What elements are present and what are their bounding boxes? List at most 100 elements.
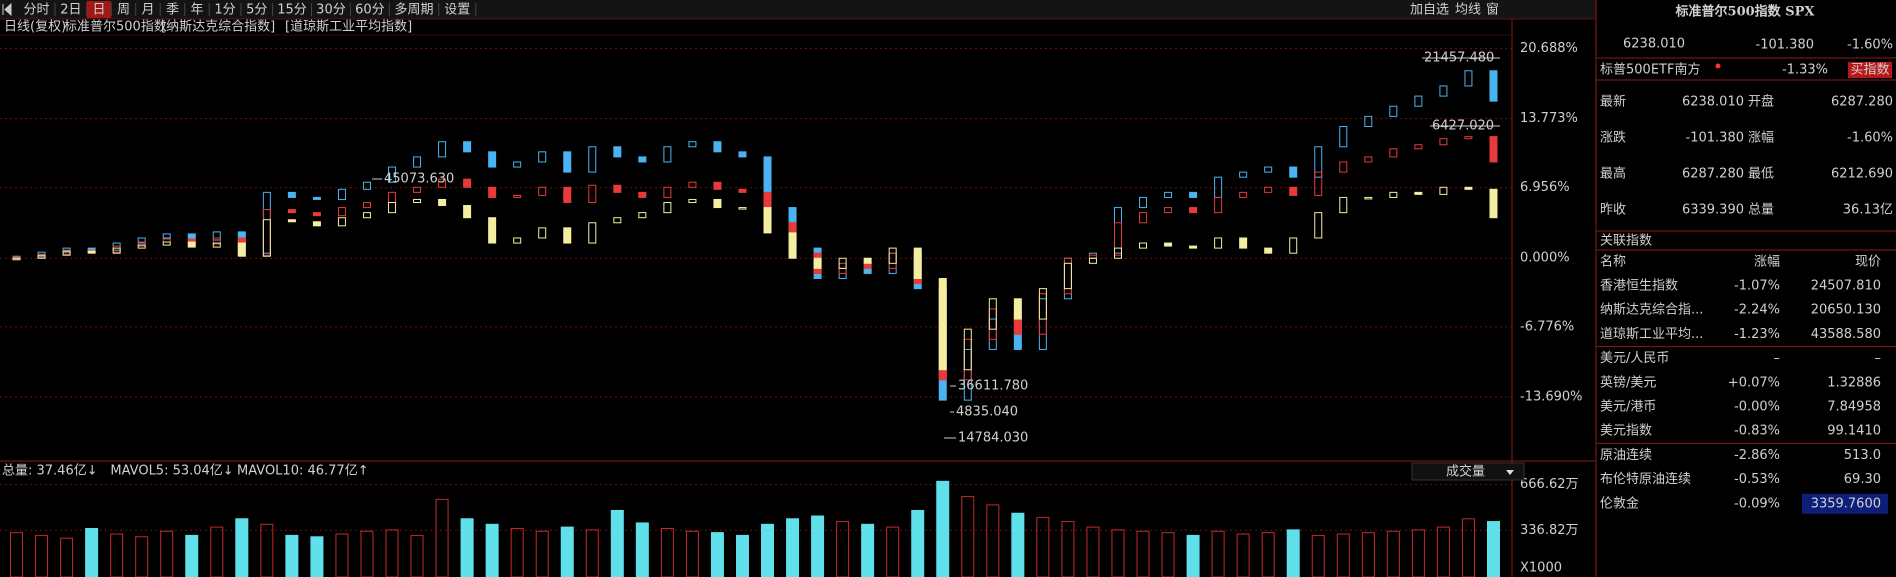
period-tab[interactable]: 周 [117,3,130,18]
buy-button[interactable]: 买指数 [1850,63,1889,78]
candle [1389,148,1398,158]
candle [212,231,221,241]
period-tab[interactable]: 5分 [246,3,267,18]
related-price: 7.84958 [1827,400,1881,415]
related-name[interactable]: 纳斯达克综合指... [1600,303,1703,318]
candle [187,241,196,248]
candle [813,257,822,269]
candle [1214,237,1223,249]
candle [738,151,747,158]
volume-bar [1386,530,1400,577]
volume-bar [735,534,749,577]
selector-arrow[interactable] [1506,470,1514,475]
candle [713,141,722,153]
selector-box[interactable] [1411,462,1525,481]
volume-bar [35,534,49,577]
y-tick-label: 6.956% [1520,180,1570,195]
field-label: 总量 [1748,203,1774,218]
volume-bar [1186,534,1200,577]
candle [863,257,872,264]
period-tab[interactable]: 60分 [355,3,385,18]
candle [688,198,697,204]
field-value: -1.60% [1847,131,1893,146]
related-header: 名称 [1600,254,1626,270]
period-tab[interactable]: 季 [166,3,179,18]
related-name[interactable]: 英镑/美元 [1600,374,1656,390]
candle [312,212,321,217]
period-tab[interactable]: 分时 [23,3,49,18]
candle [438,198,447,207]
volume-bar [1411,529,1425,577]
related-name[interactable]: 布伦特原油连续 [1600,471,1691,487]
toolbar-button[interactable]: 窗 [1486,2,1499,18]
related-pct: – [1774,351,1781,366]
candle [713,198,722,209]
field-label: 涨幅 [1748,131,1774,146]
related-price: 24507.810 [1811,279,1881,294]
toolbar-button[interactable]: 加自选 [1410,3,1449,18]
candle [1339,196,1348,214]
volume-bar [60,537,74,577]
quote-change-pct: -1.60% [1847,38,1893,53]
period-tab[interactable]: 15分 [277,3,307,18]
related-name[interactable]: 香港恒生指数 [1600,279,1678,294]
period-tab[interactable]: 1分 [214,3,235,18]
field-label: 最低 [1748,167,1774,182]
selector[interactable]: 成交量 [1446,464,1485,480]
legend-entry[interactable]: [道琼斯工业平均指数] [285,20,412,35]
y-tick-label: 336.82万 [1520,523,1579,538]
period-tab[interactable]: 年 [190,3,203,18]
related-name[interactable]: 伦敦金 [1600,495,1639,511]
unit-label: X1000 [1520,561,1562,576]
candle [1189,245,1198,249]
period-tab[interactable]: 多周期 [395,2,434,18]
related-name[interactable]: 美元指数 [1600,424,1652,439]
candle [137,241,146,247]
buy-button-bg[interactable] [1848,62,1892,78]
volume-bar [160,530,174,577]
period-tab[interactable]: 日 [92,3,105,18]
toolbar-bg [0,0,1596,19]
candle [1264,186,1273,193]
related-name[interactable]: 道琼斯工业平均... [1600,327,1703,342]
field-value: 6212.690 [1831,167,1893,182]
candle [663,186,672,198]
candle [1289,166,1298,178]
candle [1439,138,1448,146]
candle [1088,257,1097,264]
candle [137,237,146,244]
candle [763,207,772,234]
volume-bar [335,533,349,577]
candle [1314,212,1323,239]
candle [287,209,296,214]
candle [1414,144,1423,150]
candle [1239,237,1248,249]
related-name[interactable]: 美元/港币 [1600,400,1656,415]
toolbar-button[interactable]: 均线 [1455,3,1481,18]
candle [12,257,21,261]
legend-entry[interactable]: 标准普尔500指数 [64,20,167,35]
volume-bar [85,527,99,577]
related-name[interactable]: 美元/人民币 [1600,351,1669,366]
field-value: -101.380 [1686,131,1744,146]
related-price: 43588.580 [1811,327,1881,342]
candle [688,141,697,148]
legend-entry[interactable]: [纳斯达克综合指数] [161,20,275,35]
volume-bar [1011,512,1025,577]
etf-name[interactable]: 标普500ETF南方 [1600,62,1700,78]
related-name[interactable]: 原油连续 [1600,447,1652,463]
volume-bar [1036,516,1050,577]
candle [488,217,497,244]
period-tab[interactable]: 月 [141,3,154,18]
annotation: 45073.630 [384,172,454,187]
volume-bar [110,533,124,577]
period-tab[interactable]: 设置 [444,3,470,18]
period-tab[interactable]: 30分 [316,3,346,18]
candle [1414,191,1423,195]
related-price: 513.0 [1844,448,1881,463]
field-label: 开盘 [1748,94,1774,110]
y-tick-label: -6.776% [1520,319,1574,334]
candle [438,178,447,188]
period-tab[interactable]: 2日 [60,3,81,18]
volume-bar [1461,518,1475,577]
